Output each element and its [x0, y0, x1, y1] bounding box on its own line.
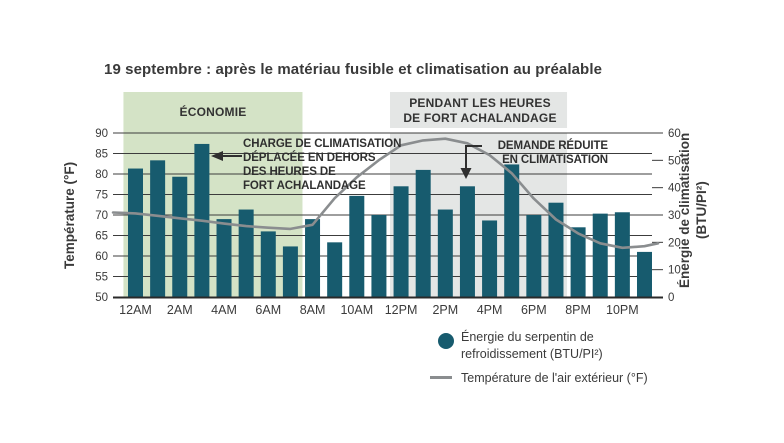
- y-left-tick-label: 65: [95, 231, 108, 243]
- cooling-energy-bar-6AM: [260, 231, 276, 297]
- cooling-energy-bar-9PM: [592, 213, 608, 297]
- cooling-energy-bar-10PM: [614, 212, 630, 297]
- arrow-left-head-icon: [211, 151, 223, 161]
- y-left-tick-label: 90: [95, 128, 108, 140]
- annotation-shifted-load: CHARGE DE CLIMATISATION DÉPLACÉE EN DEHO…: [243, 138, 402, 192]
- cooling-energy-bar-10AM: [349, 195, 365, 297]
- y-right-tick-label: 30: [668, 210, 681, 222]
- cooling-energy-bar-3PM: [459, 186, 475, 297]
- y-left-tick-label: 50: [95, 292, 108, 304]
- chart-title: 19 septembre : après le matériau fusible…: [104, 61, 603, 78]
- cooling-energy-bar-5AM: [238, 209, 254, 297]
- y-right-tick-label: 20: [668, 237, 681, 249]
- cooling-energy-bar-6PM: [526, 215, 542, 297]
- x-tick-label: 6AM: [255, 303, 281, 317]
- right-axis-title: Énergie de climatisation (BTU/PI²): [677, 132, 709, 288]
- legend-bar-swatch-icon: [438, 333, 454, 349]
- left-axis-title: Température (°F): [62, 161, 77, 269]
- peak-region-label: PENDANT LES HEURES DE FORT ACHALANDAGE: [403, 96, 557, 125]
- cooling-energy-bar-11PM: [636, 251, 652, 297]
- cooling-energy-bar-1AM: [150, 160, 166, 297]
- x-tick-label: 4AM: [211, 303, 237, 317]
- y-left-tick-label: 55: [95, 272, 108, 284]
- cooling-energy-bar-2PM: [437, 209, 453, 297]
- cooling-energy-bar-7PM: [548, 202, 564, 297]
- annotation-reduced-demand: DEMANDE RÉDUITE EN CLIMATISATION: [497, 140, 608, 166]
- y-right-tick-label: 0: [668, 292, 674, 304]
- x-tick-label: 10AM: [340, 303, 373, 317]
- x-tick-label: 6PM: [521, 303, 547, 317]
- x-tick-label: 12PM: [385, 303, 418, 317]
- cooling-energy-bar-1PM: [415, 169, 431, 297]
- cooling-energy-bar-5PM: [504, 164, 520, 297]
- cooling-energy-bar-11AM: [371, 215, 387, 297]
- peak-header-box: [389, 92, 568, 128]
- cooling-energy-bar-7AM: [282, 246, 298, 297]
- y-right-tick-label: 60: [668, 128, 681, 140]
- y-left-tick-label: 85: [95, 149, 108, 161]
- legend-bar-label: Énergie du serpentin de refroidissement …: [461, 330, 603, 361]
- x-tick-label: 8PM: [565, 303, 591, 317]
- cooling-energy-bar-12PM: [393, 186, 409, 297]
- cooling-energy-bar-12AM: [128, 168, 143, 297]
- x-tick-label: 8AM: [300, 303, 326, 317]
- x-tick-label: 2AM: [167, 303, 193, 317]
- economy-region-label: ÉCONOMIE: [179, 105, 247, 119]
- cooling-energy-bar-8AM: [305, 219, 321, 297]
- cooling-energy-bar-4AM: [216, 219, 232, 297]
- y-left-tick-label: 80: [95, 169, 108, 181]
- arrow-down-icon: [465, 145, 482, 170]
- cooling-energy-bar-4PM: [482, 220, 498, 297]
- x-tick-label: 10PM: [606, 303, 639, 317]
- legend-line-label: Température de l'air extérieur (°F): [461, 371, 648, 385]
- cooling-energy-bar-2AM: [172, 176, 188, 297]
- y-right-tick-label: 40: [668, 183, 681, 195]
- y-right-tick-label: 50: [668, 155, 681, 167]
- y-right-tick-label: 10: [668, 265, 681, 277]
- y-left-tick-label: 75: [95, 190, 108, 202]
- cooling-energy-bar-9AM: [327, 242, 343, 297]
- legend-line-swatch-icon: [430, 376, 452, 379]
- x-tick-label: 4PM: [477, 303, 503, 317]
- y-left-tick-label: 60: [95, 251, 108, 263]
- x-tick-label: 12AM: [119, 303, 152, 317]
- cooling-energy-bar-8PM: [570, 227, 586, 297]
- y-left-tick-label: 70: [95, 210, 108, 222]
- arrow-down-head-icon: [460, 168, 472, 179]
- x-tick-label: 2PM: [432, 303, 458, 317]
- temperature-line: [111, 137, 660, 250]
